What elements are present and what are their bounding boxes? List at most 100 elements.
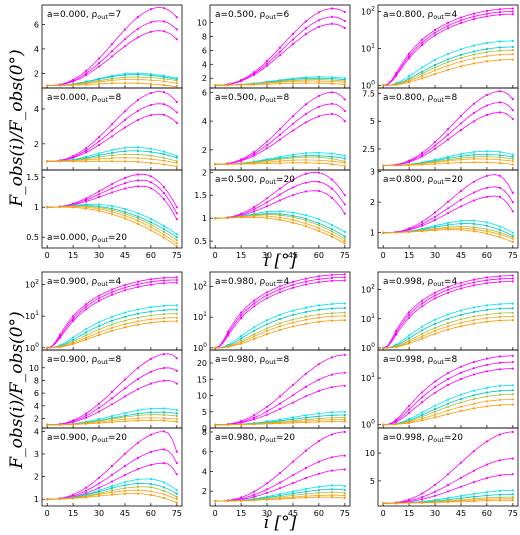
series-point (304, 283, 307, 286)
series-point (265, 210, 269, 213)
panel-label: a=0.980, ρout=20 (215, 433, 295, 444)
series-point (291, 43, 295, 46)
series-point (110, 129, 114, 132)
x-axis-label: i [°] (264, 513, 297, 533)
series-point (291, 129, 295, 132)
series-point (304, 476, 307, 480)
series-point (446, 484, 450, 487)
series-point (330, 112, 333, 115)
series-point (85, 83, 88, 86)
series-point (317, 151, 320, 154)
x-tick-label: 30 (262, 509, 272, 518)
series-point (253, 299, 256, 302)
panel-label: a=0.800, ρout=4 (383, 10, 457, 21)
series-point (317, 227, 320, 230)
series-point (485, 51, 488, 54)
series-point (175, 420, 178, 423)
series-point (459, 281, 463, 284)
series-point (485, 195, 488, 198)
series-point (136, 316, 139, 319)
series-point (485, 15, 488, 18)
series-point (498, 474, 501, 477)
series-point (123, 118, 127, 122)
series-point (511, 191, 514, 194)
series-point (123, 28, 127, 31)
series-point (162, 150, 165, 153)
series-point (472, 402, 475, 405)
series-point (291, 115, 295, 118)
series-point (485, 477, 488, 480)
series-point (162, 430, 165, 433)
series-point (162, 407, 165, 410)
y-tick-label: 7.5 (362, 90, 375, 99)
series-point (110, 208, 114, 212)
series-point (459, 152, 463, 156)
series-point (175, 161, 178, 165)
series-point (136, 492, 139, 495)
series-point (136, 280, 139, 283)
series-point (485, 153, 488, 156)
series-point (330, 356, 333, 359)
series-point (123, 420, 127, 423)
series-point (421, 72, 424, 75)
series-point (253, 73, 256, 76)
series-point (278, 46, 282, 49)
series-point (485, 363, 488, 366)
series-point (46, 498, 49, 501)
series-point (175, 111, 178, 114)
series-point (304, 222, 307, 225)
y-axis-label: F_obs(i)/F_obs(0°) (7, 311, 27, 469)
series-point (110, 43, 114, 46)
series-point (511, 403, 514, 406)
x-tick-label: 15 (236, 251, 246, 260)
series-point (330, 484, 333, 487)
series-point (291, 482, 295, 485)
series-point (175, 85, 178, 88)
series-point (123, 110, 127, 113)
y-tick-label: 2 (370, 198, 375, 207)
series-point (85, 489, 88, 492)
series-point (459, 222, 463, 225)
series-point (446, 317, 450, 320)
series-point (421, 413, 424, 417)
series-point (110, 480, 114, 483)
series-point (136, 283, 139, 286)
series-point (343, 413, 346, 417)
series-point (511, 393, 514, 396)
series-point (291, 325, 295, 328)
series-point (278, 138, 282, 141)
series-point (110, 157, 114, 160)
y-tick-label: 1 (34, 495, 39, 504)
panel-0.998-rho4: 100 101 102 a=0.998, ρout=4 (361, 271, 519, 353)
series-point (253, 414, 256, 417)
series-point (278, 402, 282, 405)
series-point (162, 80, 165, 83)
series-point (149, 21, 152, 24)
panel-0.800-rho4: 100 101 102 a=0.800, ρout=4 (361, 4, 519, 90)
series-point (498, 404, 501, 407)
series-point (265, 498, 269, 501)
series-point (485, 494, 488, 497)
series-point (421, 332, 424, 335)
panel-label: a=0.000, ρout=7 (47, 10, 121, 21)
series-point (240, 314, 243, 317)
series-point (511, 302, 514, 305)
series-point (498, 275, 501, 278)
series-point (511, 398, 514, 401)
y-tick-label: 101 (193, 311, 207, 322)
series-point (123, 464, 127, 467)
series-point (253, 83, 256, 86)
series-point (459, 189, 463, 193)
series-point (136, 222, 139, 225)
series-point (46, 160, 49, 163)
panel-0.000-rho8: 2 4 a=0.000, ρout=8 (34, 87, 183, 171)
series-point (175, 236, 178, 239)
series-point (408, 313, 411, 316)
series-point (175, 418, 178, 421)
series-point (485, 228, 488, 231)
series-point (97, 155, 101, 159)
series-point (175, 79, 178, 82)
series-point (291, 474, 295, 477)
series-point (408, 411, 411, 414)
series-point (149, 477, 152, 481)
